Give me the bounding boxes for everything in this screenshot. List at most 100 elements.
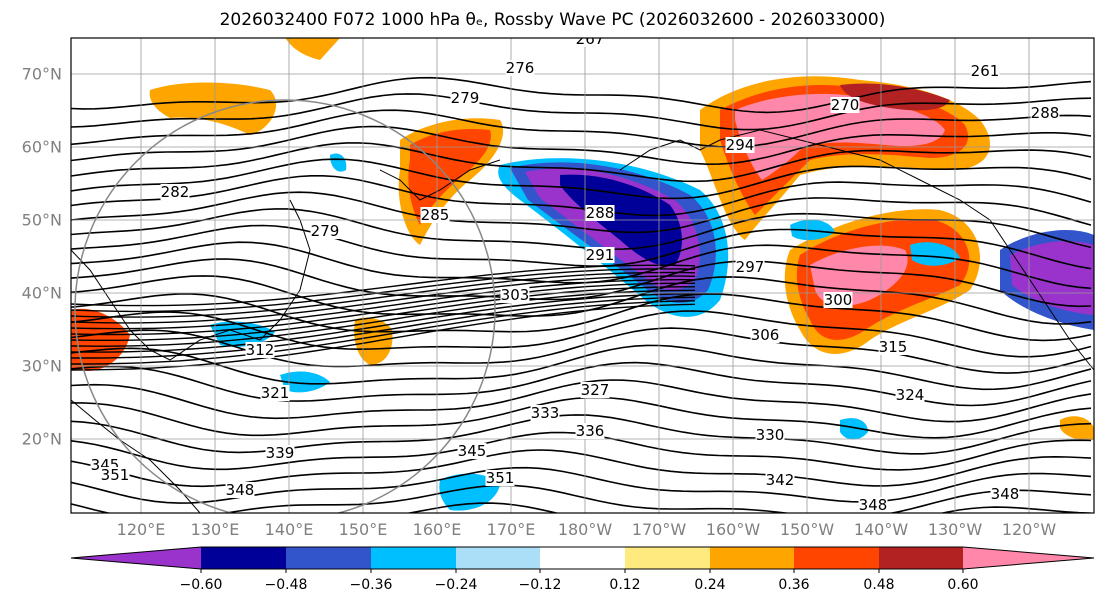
contour-label: 348	[859, 496, 888, 514]
contour-label: 312	[246, 341, 275, 359]
jet-contour	[71, 279, 696, 330]
isotherm-contour	[71, 484, 1092, 513]
contour-label-bg	[260, 385, 290, 401]
contour-label-group: 267 276 279 261 270 282 279 285 288 288 294 291 297 3…	[90, 30, 1060, 514]
contour-label-bg	[310, 223, 340, 239]
contour-label: 291	[586, 246, 615, 264]
contour-label: 300	[824, 291, 853, 309]
jet-contour	[71, 293, 696, 353]
contour-label-bg	[457, 443, 487, 459]
contour-label-bg	[725, 137, 755, 153]
shaded-region	[790, 219, 835, 241]
contour-label-bg	[990, 486, 1020, 502]
longitude-label: 170°E	[486, 520, 536, 539]
latitude-label: 60°N	[21, 137, 62, 157]
jet-contour	[71, 275, 696, 324]
contour-label-bg	[485, 470, 515, 486]
shaded-region	[285, 38, 340, 60]
contour-lines	[71, 76, 1092, 513]
contour-label-bg	[420, 207, 450, 223]
isotherm-contour	[71, 414, 1092, 455]
contour-label: 267	[576, 30, 605, 48]
contour-label: 321	[261, 384, 290, 402]
contour-label-bg	[265, 445, 295, 461]
isotherm-contour	[71, 310, 1092, 358]
contour-label-bg	[1030, 105, 1060, 121]
contour-label-bg	[735, 259, 765, 275]
latitude-label: 70°N	[21, 64, 62, 84]
latitude-label: 20°N	[21, 429, 62, 449]
longitude-label: 150°E	[338, 520, 388, 539]
contour-label: 351	[486, 469, 515, 487]
colorbar-tick-label: 0.24	[694, 577, 726, 593]
colorbar-segment	[625, 547, 710, 569]
contour-label: 288	[1031, 104, 1060, 122]
longitude-label: 130°W	[927, 520, 983, 539]
latitude-label: 30°N	[21, 356, 62, 376]
colorbar-tick-label: 0.48	[863, 577, 895, 593]
isotherm-contour	[71, 327, 1092, 374]
contour-label: 294	[726, 136, 755, 154]
contour-label: 327	[581, 381, 610, 399]
contour-label: 342	[766, 471, 795, 489]
contour-label: 288	[586, 204, 615, 222]
shaded-region	[330, 153, 347, 172]
latitude-label: 40°N	[21, 283, 62, 303]
longitude-label: 160°E	[412, 520, 462, 539]
contour-label-bg	[750, 327, 780, 343]
contour-label-bg	[830, 97, 860, 113]
longitude-label: 160°W	[705, 520, 761, 539]
contour-label-bg	[575, 423, 605, 439]
contour-label: 333	[531, 404, 560, 422]
contour-label-bg	[585, 247, 615, 263]
contour-label: 324	[896, 386, 925, 404]
shaded-region	[280, 371, 330, 393]
contour-label-bg	[823, 292, 853, 308]
colorbar-tick-label: −0.48	[264, 577, 308, 593]
contour-label: 303	[501, 286, 530, 304]
contour-label-bg	[585, 205, 615, 221]
shaded-region	[735, 93, 945, 180]
colorbar-segment	[371, 547, 456, 569]
contour-label-bg	[575, 38, 605, 47]
colorbar-segment	[201, 547, 286, 569]
isotherm-contour	[71, 142, 1092, 183]
jet-contour	[71, 264, 696, 307]
isotherm-contour	[71, 93, 1092, 131]
colorbar-tick-label: 0.36	[778, 577, 810, 593]
isotherm-contour	[71, 258, 1092, 308]
contour-label: 339	[266, 444, 295, 462]
map-title: 2026032400 F072 1000 hPa θₑ, Rossby Wave…	[219, 10, 886, 30]
contour-label: 348	[991, 485, 1020, 503]
contour-label: 279	[311, 222, 340, 240]
map-frame	[70, 37, 1095, 514]
longitude-label: 170°W	[631, 520, 687, 539]
isotherm-contour	[71, 224, 1092, 270]
jet-contour	[71, 289, 696, 347]
isotherm-contour	[71, 344, 1092, 391]
contour-label-bg	[895, 387, 925, 403]
contour-label-bg	[450, 90, 480, 106]
contour-label: 297	[736, 258, 765, 276]
contour-label-bg	[225, 482, 255, 498]
contour-label-bg	[245, 342, 275, 358]
isotherm-contour	[71, 125, 1092, 166]
shaded-region	[910, 242, 960, 266]
contour-label: 315	[879, 338, 908, 356]
colorbar-segment	[879, 547, 963, 569]
shaded-region	[439, 473, 500, 511]
colorbar-tick-label: −0.36	[349, 577, 393, 593]
contour-label-bg	[505, 60, 535, 76]
jet-contour	[71, 268, 696, 313]
shaded-region	[840, 418, 868, 440]
jet-contour	[71, 286, 695, 341]
contour-label: 279	[451, 89, 480, 107]
contour-label-bg	[970, 63, 1000, 79]
isotherm-contour	[71, 158, 1092, 200]
colorbar-segment	[963, 547, 1094, 569]
isotherm-contour	[71, 191, 1092, 234]
longitude-label: 130°E	[190, 520, 240, 539]
jet-contour	[71, 282, 695, 336]
